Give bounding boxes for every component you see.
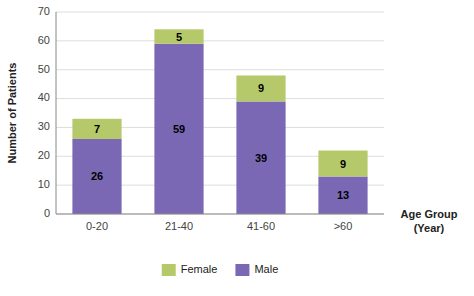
y-axis-label: Number of Patients [6, 63, 18, 164]
x-tick-label: 41-60 [247, 220, 275, 232]
y-tick-label: 30 [38, 120, 50, 132]
data-label: 59 [173, 123, 185, 135]
y-tick-label: 20 [38, 149, 50, 161]
data-label: 9 [258, 82, 264, 94]
bar-segment [72, 139, 121, 214]
data-labels: 26 7 59 5 39 9 13 9 [91, 31, 349, 202]
bar-segment [236, 75, 285, 101]
x-tick-label: 0-20 [86, 220, 108, 232]
legend-label: Male [254, 263, 278, 275]
grid-line [56, 69, 384, 70]
chart-svg: 0 10 20 30 40 50 60 70 26 7 59 5 39 9 13 9 0-20 21-40 41-6… [0, 0, 474, 296]
x-axis-label-line: Age Group [401, 208, 458, 220]
y-tick-label: 10 [38, 178, 50, 190]
bar-segment [154, 29, 203, 43]
data-label: 13 [337, 189, 349, 201]
bar-segment [318, 176, 367, 214]
data-label: 9 [340, 158, 346, 170]
x-axis-line [56, 214, 384, 215]
y-tick-label: 60 [38, 34, 50, 46]
legend-swatch [235, 264, 249, 276]
bar-segment [236, 101, 285, 214]
x-tick-label: 21-40 [165, 220, 193, 232]
y-axis-line [56, 12, 57, 214]
bar-segment [318, 151, 367, 177]
legend-item: Female [162, 263, 218, 276]
data-label: 26 [91, 170, 103, 182]
data-label: 7 [94, 123, 100, 135]
grid-line [56, 98, 384, 99]
chart-container: 0 10 20 30 40 50 60 70 26 7 59 5 39 9 13 9 0-20 21-40 41-6… [0, 0, 474, 296]
y-tick-label: 0 [44, 207, 50, 219]
bars [72, 29, 367, 214]
bar-segment [72, 119, 121, 139]
grid-line [56, 214, 384, 215]
y-tick-label: 40 [38, 91, 50, 103]
x-tick-label: >60 [334, 220, 353, 232]
y-tick-label: 70 [38, 5, 50, 17]
legend: Female Male [162, 263, 279, 276]
y-tick-label: 50 [38, 63, 50, 75]
grid-line [56, 12, 384, 13]
legend-item: Male [235, 263, 278, 276]
bar-segment [154, 44, 203, 214]
y-grid [56, 12, 384, 214]
data-label: 39 [255, 152, 267, 164]
x-axis-label: Age Group (Year) [401, 208, 458, 234]
legend-label: Female [181, 263, 218, 275]
grid-line [56, 40, 384, 41]
legend-swatch [162, 264, 176, 276]
data-label: 5 [176, 31, 182, 43]
x-axis-label-line: (Year) [414, 222, 445, 234]
